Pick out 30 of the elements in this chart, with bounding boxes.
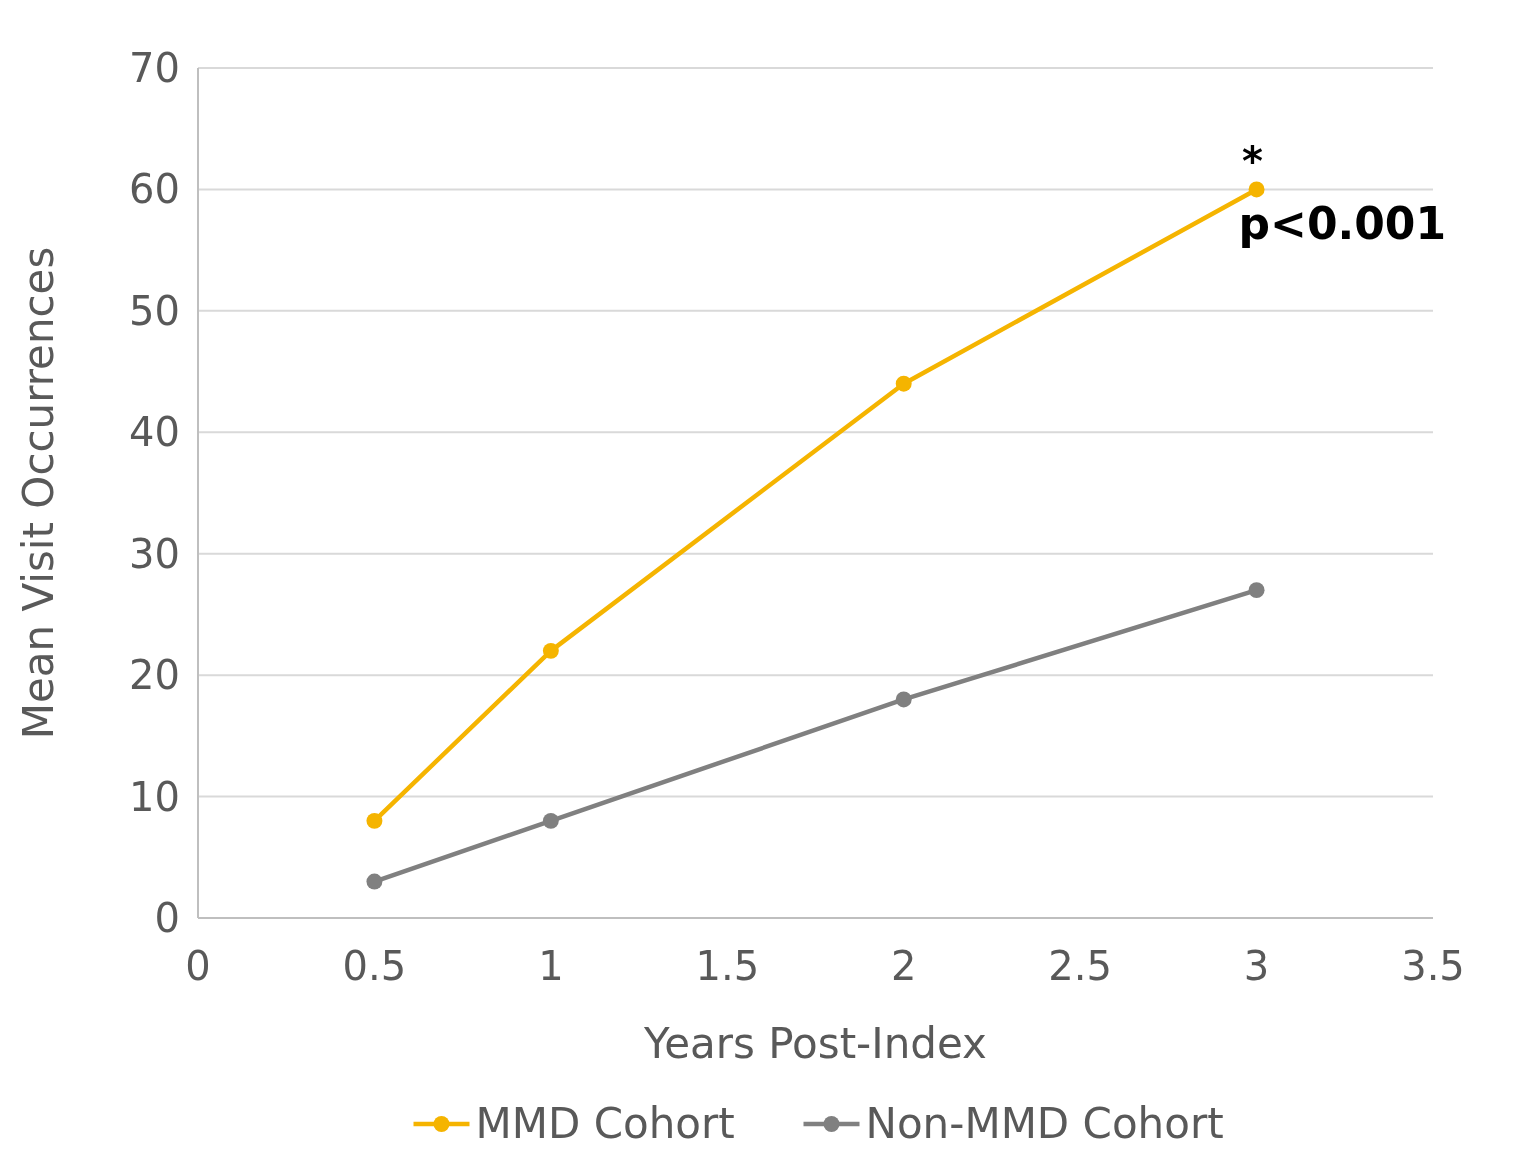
y-axis-title: Mean Visit Occurrences [14, 246, 63, 740]
x-tick-label: 1 [538, 943, 564, 989]
point [895, 375, 912, 392]
legend-label: Non-MMD Cohort [865, 1099, 1224, 1148]
x-tick-label: 1.5 [695, 943, 760, 989]
y-tick-label: 10 [129, 773, 180, 820]
y-tick-label: 40 [129, 409, 180, 456]
legend-label: MMD Cohort [475, 1099, 735, 1148]
annotation: * [1242, 138, 1264, 185]
x-tick-label: 2 [890, 943, 917, 989]
y-tick-label: 50 [129, 287, 180, 334]
y-tick-label: 60 [129, 166, 180, 213]
point [366, 812, 383, 829]
x-tick-label: 3.5 [1401, 943, 1465, 989]
y-tick-label: 20 [129, 652, 180, 699]
point [542, 642, 559, 659]
x-tick-label: 2.5 [1048, 943, 1112, 989]
x-tick-label: 0 [185, 943, 211, 989]
point [1248, 181, 1265, 198]
x-tick-label: 0.5 [342, 943, 407, 989]
point [895, 691, 912, 708]
x-tick-label: 3 [1243, 943, 1270, 989]
annotation: p<0.001 [1238, 198, 1447, 250]
y-tick-label: 30 [129, 530, 180, 577]
point [366, 873, 383, 890]
point [542, 812, 559, 829]
point [1248, 582, 1265, 599]
x-axis-title: Years Post-Index [643, 1019, 987, 1068]
y-tick-label: 70 [129, 45, 180, 91]
y-tick-label: 0 [154, 895, 180, 941]
